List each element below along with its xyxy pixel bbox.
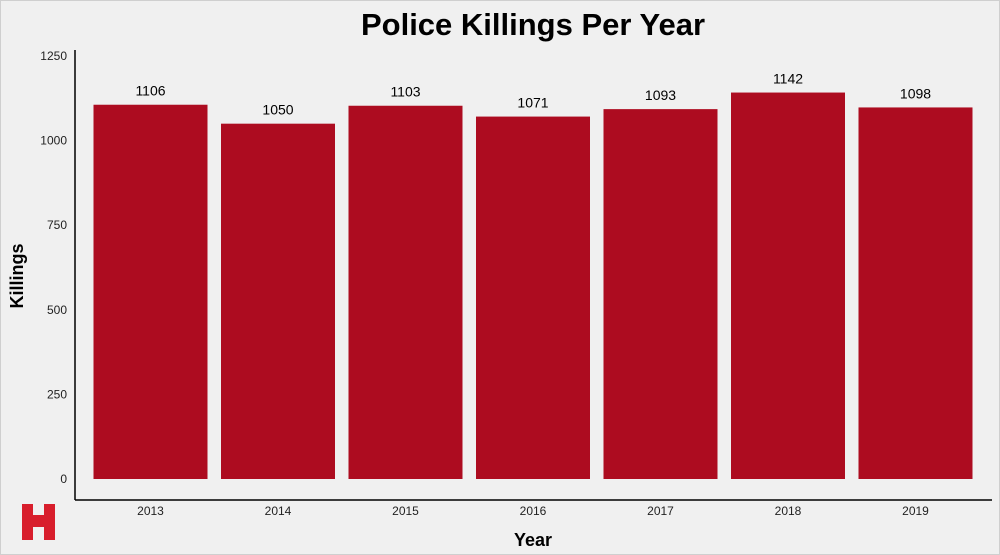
data-label-2019: 1098 — [900, 85, 931, 101]
bar-2015 — [348, 105, 463, 479]
logo-h-icon — [22, 504, 55, 540]
x-axis-ticks: 2013 2014 2015 2016 2017 2018 2019 — [137, 504, 929, 518]
bar-2017 — [603, 109, 718, 480]
data-label-2015: 1103 — [390, 84, 420, 100]
x-tick-label-2015: 2015 — [392, 504, 419, 518]
y-axis-title: Killings — [7, 243, 27, 308]
logo-h-shape — [22, 504, 55, 540]
data-labels-group: 1106 1050 1103 1071 1093 1142 1098 — [135, 71, 931, 118]
y-tick-label: 1250 — [40, 49, 67, 63]
bar-2016 — [476, 116, 590, 479]
bar-2013 — [93, 104, 208, 479]
data-label-2016: 1071 — [517, 95, 548, 111]
x-axis-title: Year — [514, 530, 552, 550]
x-tick-label-2013: 2013 — [137, 504, 164, 518]
y-tick-label: 250 — [47, 387, 67, 401]
bars-group — [93, 92, 973, 480]
y-tick-label: 1000 — [40, 134, 67, 148]
x-tick-label-2016: 2016 — [520, 504, 547, 518]
x-tick-label-2019: 2019 — [902, 504, 929, 518]
x-tick-label-2014: 2014 — [265, 504, 292, 518]
data-label-2014: 1050 — [262, 102, 293, 118]
data-label-2017: 1093 — [645, 87, 676, 103]
y-axis-ticks: 0 250 500 750 1000 1250 — [40, 49, 67, 486]
y-tick-label: 0 — [60, 472, 67, 486]
bar-2018 — [731, 92, 845, 479]
data-label-2013: 1106 — [135, 83, 165, 99]
x-tick-label-2017: 2017 — [647, 504, 674, 518]
data-label-2018: 1142 — [773, 71, 803, 87]
bar-2014 — [221, 123, 335, 480]
y-tick-label: 750 — [47, 218, 67, 232]
y-tick-label: 500 — [47, 303, 67, 317]
x-tick-label-2018: 2018 — [775, 504, 802, 518]
chart-title: Police Killings Per Year — [361, 7, 705, 42]
bar-2019 — [858, 107, 973, 479]
